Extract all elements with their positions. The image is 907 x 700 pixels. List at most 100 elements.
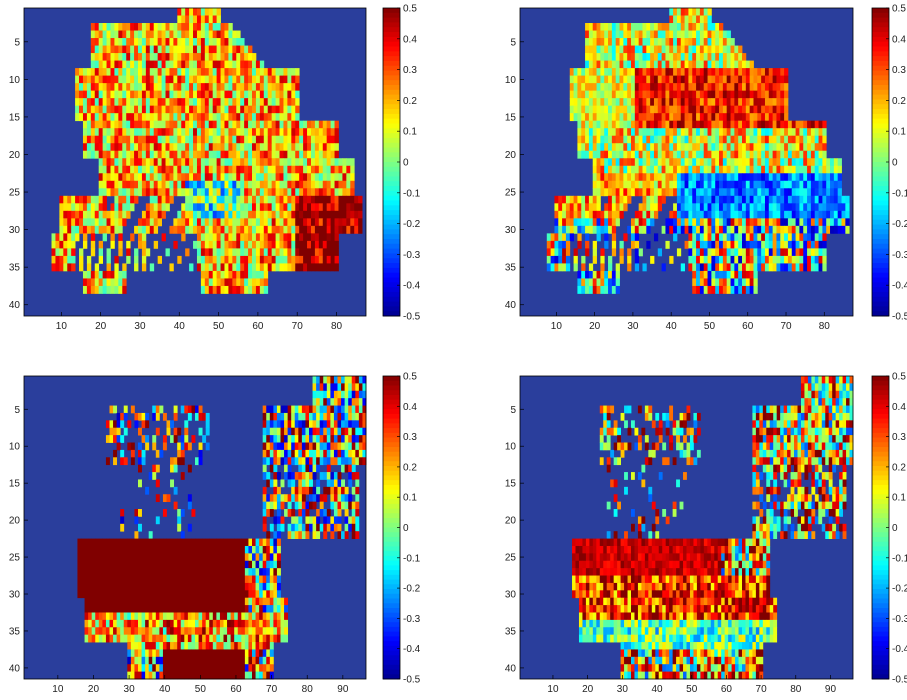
heatmap-cell [326,427,331,436]
heatmap-cell [337,442,342,451]
heatmap-cell [161,210,166,219]
heatmap-cell [795,210,800,219]
heatmap-cell [619,53,624,61]
heatmap-cell [316,494,321,503]
heatmap-cell [169,188,174,197]
heatmap-cell [316,420,321,429]
heatmap-cell [355,390,360,399]
heatmap-cell [269,449,274,458]
heatmap-cell [753,180,758,189]
heatmap-cell [776,180,781,189]
heatmap-cell [252,218,257,227]
heatmap-cell [772,68,777,77]
heatmap-cell [745,135,751,144]
heatmap-cell [224,210,229,219]
colorbar-segment [872,311,889,317]
heatmap-cell [646,98,651,107]
heatmap-cell [263,158,269,167]
heatmap-cell [761,75,766,84]
heatmap-cell [333,390,338,399]
heatmap-cell [734,195,739,204]
heatmap-cell [116,435,121,443]
heatmap-cell [200,53,206,61]
heatmap-cell [283,68,288,77]
heatmap-cell [573,195,578,204]
heatmap-cell [642,113,647,122]
heatmap-cell [330,479,335,488]
heatmap-cell [696,255,701,264]
heatmap-cell [787,233,793,242]
heatmap-cell [341,479,346,488]
heatmap-cell [204,75,210,84]
heatmap-cell [657,60,663,69]
heatmap-cell [646,225,651,234]
heatmap-cell [742,105,747,114]
heatmap-cell [200,105,206,114]
heatmap-cell [738,83,743,92]
heatmap-cell [650,218,655,227]
heatmap-cell [138,509,142,517]
y-tick-label: 30 [9,225,21,236]
heatmap-cell [220,195,225,204]
heatmap-cell [283,128,288,137]
heatmap-cell [642,225,647,234]
heatmap-cell [86,218,92,227]
heatmap-cell [75,210,80,219]
heatmap-cell [631,180,636,189]
heatmap-cell [90,128,96,137]
colorbar-segment [872,291,889,298]
heatmap-cell [204,120,210,129]
heatmap-cell [738,98,743,107]
heatmap-cell [294,449,299,458]
heatmap-cell [236,218,241,227]
heatmap-cell [120,509,125,517]
heatmap-cell [193,143,198,152]
heatmap-cell [248,45,253,54]
heatmap-cell [284,449,289,458]
heatmap-cell [818,120,823,129]
heatmap-cell [803,188,808,197]
heatmap-cell [711,75,716,84]
heatmap-cell [152,412,157,421]
heatmap-cell [122,30,127,39]
heatmap-cell [585,128,590,137]
heatmap-cell [236,233,241,242]
heatmap-cell [772,143,777,152]
heatmap-cell [715,68,720,77]
heatmap-cell [833,225,839,234]
heatmap-cell [749,270,754,279]
heatmap-cell [830,195,835,204]
heatmap-cell [173,38,178,46]
heatmap-cell [745,240,751,249]
heatmap-cell [768,248,774,257]
heatmap-cell [604,53,609,61]
heatmap-cell [75,113,80,122]
heatmap-cell [669,8,674,16]
colorbar-segment [872,75,889,81]
heatmap-cell [91,545,96,554]
heatmap-cell [244,218,249,227]
heatmap-cell [726,150,731,159]
heatmap-cell [173,150,178,159]
colorbar-segment [872,162,889,168]
heatmap-cell [71,233,76,242]
heatmap-cell [757,105,762,114]
heatmap-cell [314,203,320,212]
heatmap-cell [753,83,758,92]
heatmap-cell [592,278,597,287]
heatmap-cell [680,188,685,197]
heatmap-cell [330,195,335,204]
heatmap-cell [307,135,312,144]
heatmap-cell [145,120,151,129]
heatmap-cell [123,545,128,554]
heatmap-cell [623,23,628,31]
heatmap-cell [348,516,353,525]
heatmap-cell [145,105,151,114]
heatmap-cell [273,531,278,539]
heatmap-cell [627,68,632,77]
heatmap-cell [279,113,284,122]
heatmap-cell [581,68,586,77]
heatmap-cell [312,420,317,429]
heatmap-cell [236,45,241,54]
heatmap-cell [323,509,328,517]
